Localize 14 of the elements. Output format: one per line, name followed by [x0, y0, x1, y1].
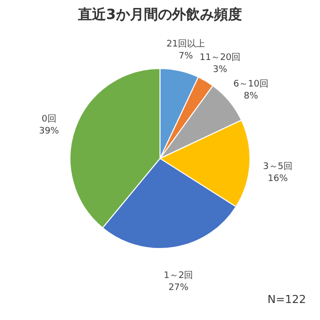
data-label: 8% [244, 91, 259, 102]
data-label: 39% [38, 126, 60, 137]
slice-label: 0回 [42, 114, 56, 125]
data-label: 27% [168, 283, 189, 294]
slice-label: 11～20回 [200, 52, 241, 63]
slice-label: 3～5回 [263, 162, 292, 172]
data-label: 16% [268, 174, 288, 184]
data-label: 7% [178, 51, 194, 62]
text: N=122 [268, 293, 306, 306]
chart-title: 直近3か月間の外飲み頻度 [77, 6, 242, 23]
slice-label: 21回以上 [166, 38, 205, 50]
data-label: 3% [212, 64, 228, 75]
slice-label: 1～2回 [164, 271, 194, 282]
slice-label: 6～10回 [233, 79, 269, 90]
